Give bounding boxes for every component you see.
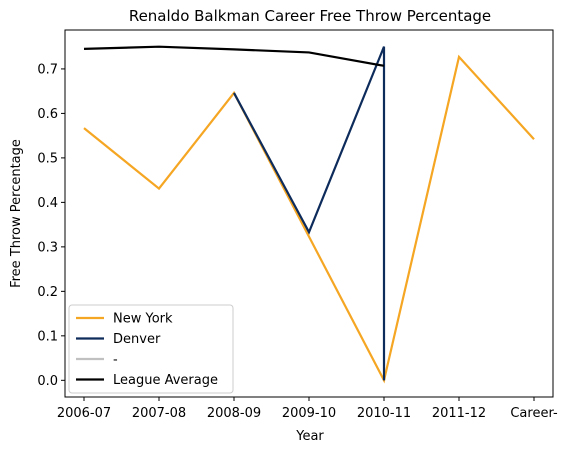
legend-entry: Denver (76, 332, 161, 347)
legend: New York Denver - League Average (68, 304, 234, 394)
y-tick-label: 0.0 (37, 374, 58, 389)
series-line-denver (233, 46, 386, 381)
legend-label: New York (113, 312, 173, 327)
x-axis-title: Year (295, 429, 324, 444)
x-axis: 2006-07 2007-08 2008-09 2009-10 2010-11 2011-… (57, 397, 558, 421)
y-axis-title: Free Throw Percentage (9, 139, 24, 288)
x-tick-label: 2008-09 (207, 406, 261, 421)
legend-label: Denver (113, 332, 161, 347)
legend-label: - (113, 353, 118, 368)
x-tick-label: 2009-10 (282, 406, 336, 421)
x-tick-label: 2011-12 (432, 406, 486, 421)
y-tick-label: 0.7 (37, 62, 58, 77)
x-tick-label: 2006-07 (57, 406, 111, 421)
chart-title: Renaldo Balkman Career Free Throw Percen… (129, 7, 491, 25)
x-tick-label: 2007-08 (132, 406, 186, 421)
legend-entry: - (76, 353, 118, 368)
legend-entry: League Average (76, 373, 218, 388)
series-line-new-york (83, 54, 535, 384)
y-tick-label: 0.1 (37, 329, 58, 344)
y-axis: 0.0 0.1 0.2 0.3 0.4 0.5 0.6 0.7 (37, 62, 65, 389)
legend-label: League Average (113, 373, 218, 388)
legend-box (68, 304, 234, 394)
y-tick-label: 0.4 (37, 196, 58, 211)
legend-entry: New York (76, 312, 173, 327)
x-tick-label: Career- (510, 406, 558, 421)
series-layer (83, 45, 535, 384)
y-tick-label: 0.6 (37, 107, 58, 122)
y-tick-label: 0.2 (37, 285, 58, 300)
y-tick-label: 0.3 (37, 240, 58, 255)
x-tick-label: 2010-11 (357, 406, 411, 421)
series-line-league-average (83, 45, 385, 67)
y-tick-label: 0.5 (37, 151, 58, 166)
